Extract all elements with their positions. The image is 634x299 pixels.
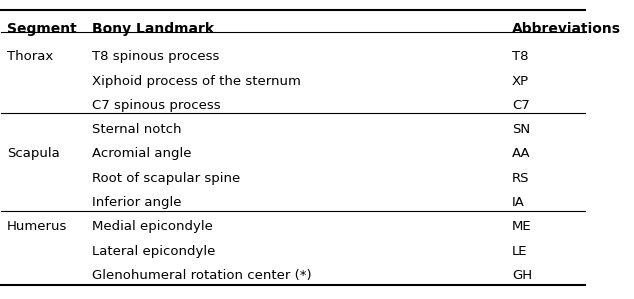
- Text: XP: XP: [512, 74, 529, 88]
- Text: T8: T8: [512, 50, 529, 63]
- Text: Medial epicondyle: Medial epicondyle: [92, 220, 213, 233]
- Text: Scapula: Scapula: [7, 147, 60, 161]
- Text: Xiphoid process of the sternum: Xiphoid process of the sternum: [92, 74, 301, 88]
- Text: Lateral epicondyle: Lateral epicondyle: [92, 245, 215, 257]
- Text: Abbreviations: Abbreviations: [512, 22, 621, 36]
- Text: IA: IA: [512, 196, 525, 209]
- Text: Root of scapular spine: Root of scapular spine: [92, 172, 240, 185]
- Text: ME: ME: [512, 220, 532, 233]
- Text: GH: GH: [512, 269, 532, 282]
- Text: Thorax: Thorax: [7, 50, 53, 63]
- Text: SN: SN: [512, 123, 530, 136]
- Text: Bony Landmark: Bony Landmark: [92, 22, 214, 36]
- Text: Acromial angle: Acromial angle: [92, 147, 191, 161]
- Text: LE: LE: [512, 245, 527, 257]
- Text: Glenohumeral rotation center (*): Glenohumeral rotation center (*): [92, 269, 311, 282]
- Text: Inferior angle: Inferior angle: [92, 196, 181, 209]
- Text: Segment: Segment: [7, 22, 77, 36]
- Text: C7 spinous process: C7 spinous process: [92, 99, 221, 112]
- Text: Humerus: Humerus: [7, 220, 68, 233]
- Text: RS: RS: [512, 172, 529, 185]
- Text: C7: C7: [512, 99, 530, 112]
- Text: AA: AA: [512, 147, 531, 161]
- Text: Sternal notch: Sternal notch: [92, 123, 181, 136]
- Text: T8 spinous process: T8 spinous process: [92, 50, 219, 63]
